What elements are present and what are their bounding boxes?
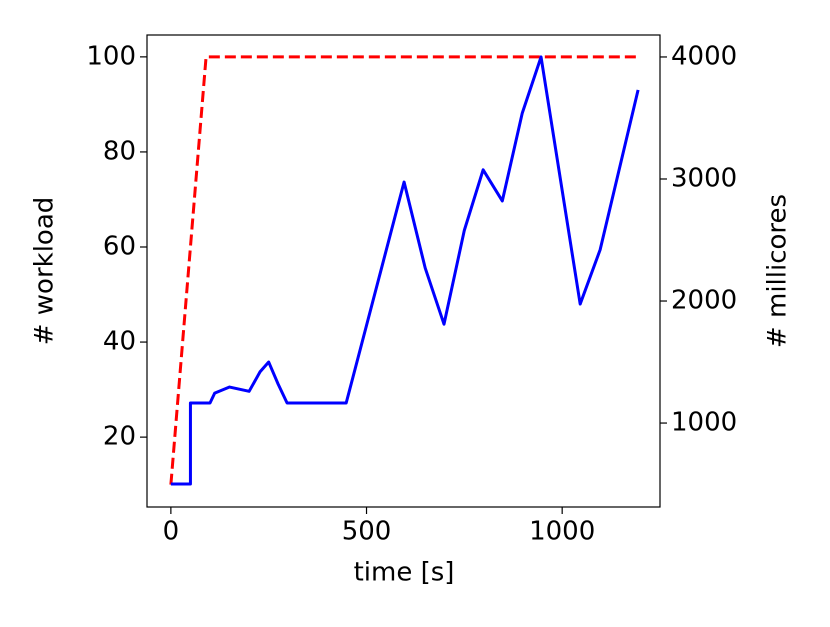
y2-tick-label: 1000 <box>671 408 737 438</box>
series-line <box>169 55 641 485</box>
plot-frame <box>146 34 661 508</box>
y-axis-label: # workload <box>30 197 60 346</box>
x-tick-label: 1000 <box>529 517 595 547</box>
x-axis-label: time [s] <box>354 558 455 588</box>
y2-axis-label: # millicores <box>763 194 793 348</box>
y-tick-label: 20 <box>103 422 136 452</box>
y2-tick-label: 3000 <box>671 163 737 193</box>
y2-tick-label: 4000 <box>671 41 737 71</box>
y-tick-label: 60 <box>103 231 136 261</box>
x-tick-label: 0 <box>163 517 180 547</box>
y-tick-label: 40 <box>103 327 136 357</box>
series-line <box>170 55 640 486</box>
x-tick-label: 500 <box>342 517 392 547</box>
y-tick-label: 80 <box>103 136 136 166</box>
y2-tick-label: 2000 <box>671 286 737 316</box>
y-tick-label: 100 <box>86 41 136 71</box>
